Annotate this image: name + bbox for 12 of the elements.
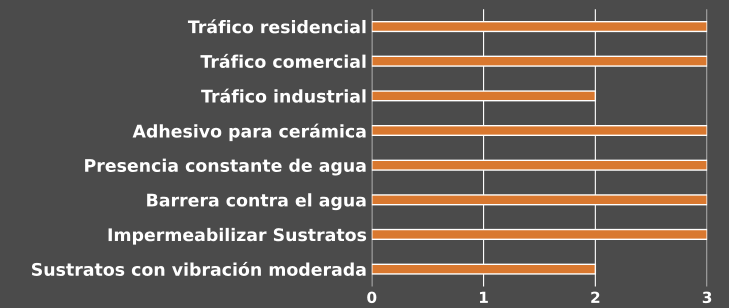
y-tick-label: Tráfico residencial [188,19,366,34]
y-tick-label: Impermeabilizar Sustratos [108,228,366,245]
x-tick-label: 1 [480,292,488,303]
y-tick-label: Sustratos con vibración moderada [32,262,366,276]
y-tick-label: Presencia constante de agua [85,158,366,176]
y-tick-label: Tráfico comercial [200,54,366,68]
x-tick-label: 0 [367,292,376,304]
x-tick-label: 3 [702,292,712,304]
y-tick-label: Tráfico industrial [201,88,366,103]
x-tick-label: 2 [591,292,600,303]
y-tick-label: Adhesivo para cerámica [132,124,366,142]
y-tick-label: Barrera contra el agua [147,193,366,210]
